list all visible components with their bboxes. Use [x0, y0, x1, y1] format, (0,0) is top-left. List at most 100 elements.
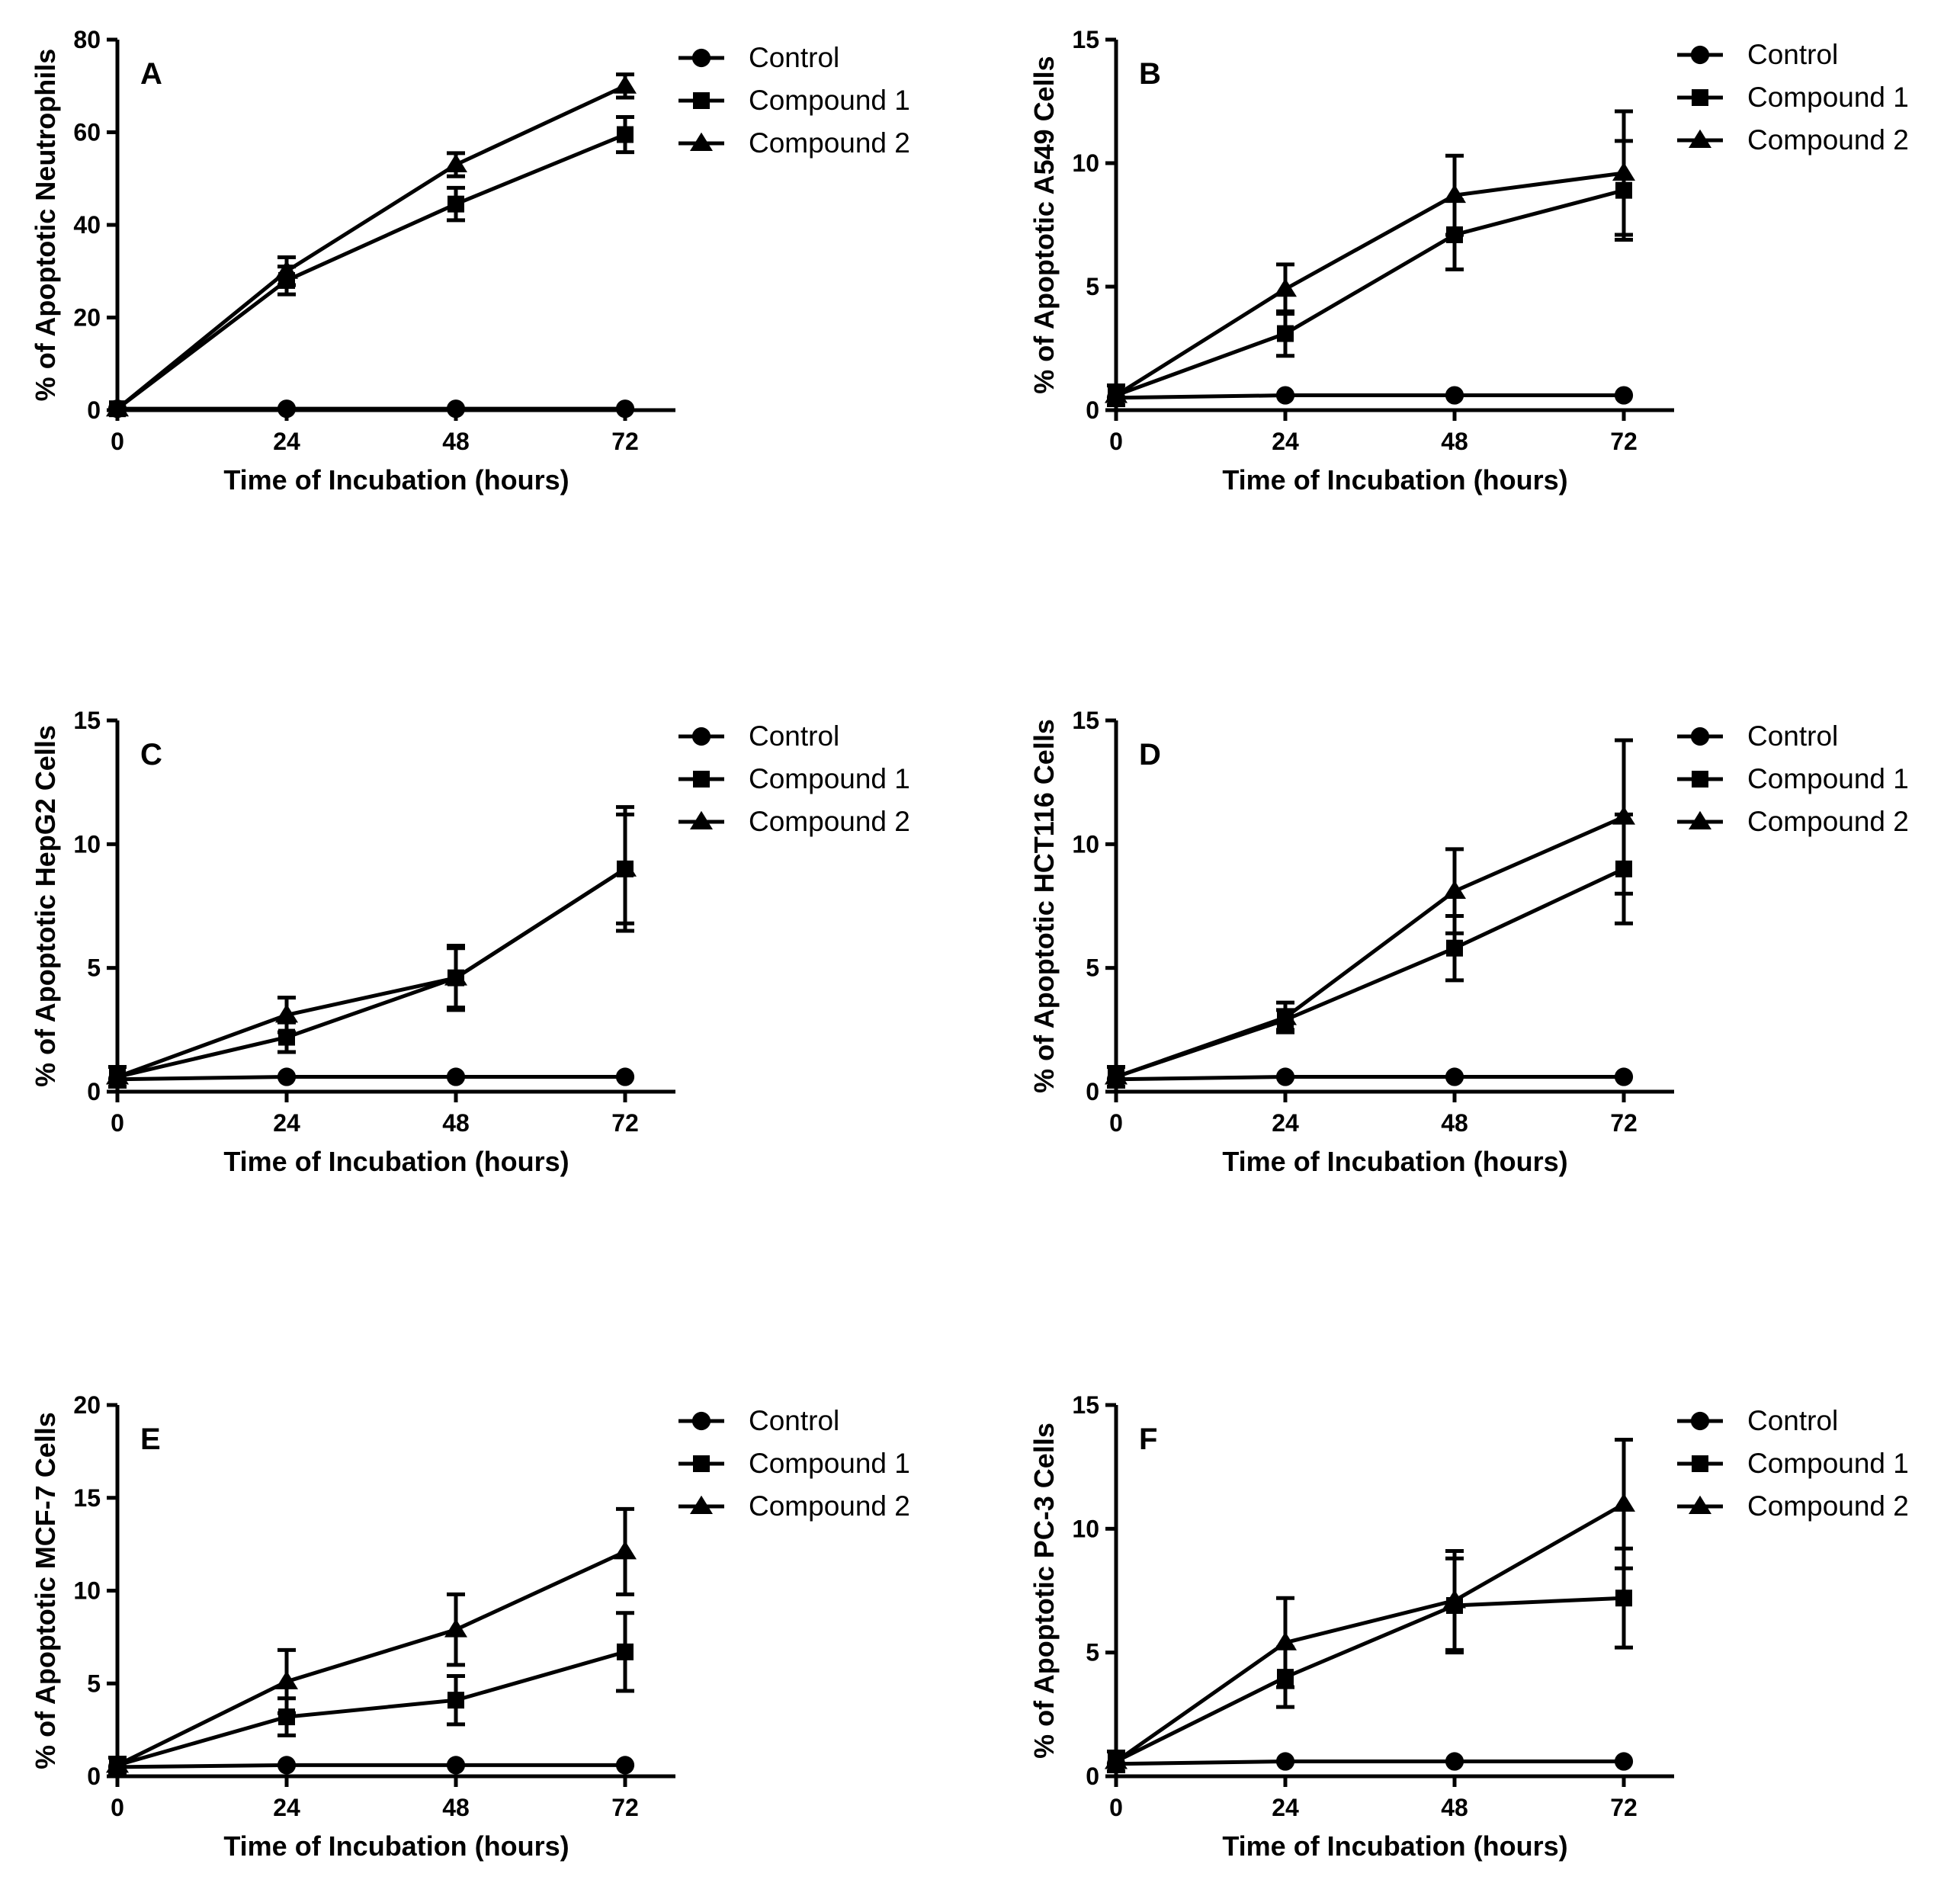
data-point — [277, 1067, 297, 1086]
x-tick-label: 48 — [1441, 428, 1468, 455]
data-point — [1612, 1493, 1636, 1512]
legend: Control Compound 1 Compound 2 — [678, 42, 910, 159]
series-line — [1115, 815, 1625, 1079]
y-tick-label: 80 — [73, 26, 101, 53]
series-control — [107, 1067, 635, 1089]
panel-B: 0 5 10 15 0 24 48 72 Time of Incubation (hours)%… — [1028, 26, 1909, 496]
legend-marker — [693, 92, 710, 109]
series-line — [117, 1763, 625, 1769]
series-line — [117, 867, 627, 1079]
data-point — [1442, 184, 1467, 204]
data-point — [444, 967, 468, 986]
series-compound-1 — [108, 1611, 634, 1775]
data-point — [105, 1066, 130, 1085]
panel-C: 0 5 10 15 0 24 48 72 Time of Incubation (hours)%… — [30, 707, 910, 1177]
data-point — [617, 1643, 634, 1660]
panel-F: 0 5 10 15 0 24 48 72 Time of Incubation (hours)%… — [1028, 1391, 1909, 1862]
y-tick-label: 15 — [1072, 1391, 1099, 1419]
data-point — [446, 399, 466, 419]
legend: Control Compound 1 Compound 2 — [678, 1405, 910, 1522]
y-tick-label: 10 — [1072, 149, 1099, 177]
series-line — [1115, 1075, 1624, 1082]
data-point — [1275, 386, 1295, 405]
legend-marker — [689, 132, 714, 152]
data-point — [1614, 386, 1634, 405]
data-point — [1277, 325, 1294, 342]
y-tick-label: 15 — [73, 1484, 101, 1512]
y-axis-title: % of Apoptotic PC-3 Cells — [1028, 1423, 1060, 1759]
y-tick-label: 15 — [73, 707, 101, 734]
data-point — [274, 1670, 299, 1689]
y-tick-label: 5 — [1086, 1639, 1099, 1666]
series-control — [107, 1756, 635, 1776]
x-tick-label: 72 — [1610, 1109, 1638, 1137]
x-tick-label: 72 — [1610, 428, 1638, 455]
x-tick-label: 48 — [442, 428, 470, 455]
legend-marker — [1690, 45, 1710, 65]
data-point — [1442, 1589, 1467, 1609]
data-point — [1615, 1589, 1632, 1607]
legend-marker — [1688, 129, 1712, 149]
x-axis-title: Time of Incubation (hours) — [223, 1830, 569, 1862]
data-point — [105, 397, 130, 417]
series-line — [117, 1075, 625, 1082]
legend-label: Compound 1 — [1747, 82, 1909, 113]
legend-marker — [693, 771, 710, 788]
data-point — [444, 153, 468, 173]
x-tick-label: 72 — [611, 428, 639, 455]
legend-marker — [1688, 1495, 1712, 1515]
series-line — [1115, 1759, 1624, 1766]
x-tick-label: 72 — [611, 1794, 639, 1821]
legend-marker — [1692, 1455, 1708, 1472]
legend-label: Compound 1 — [1747, 763, 1909, 794]
data-point — [1612, 806, 1636, 825]
y-tick-label: 0 — [87, 1078, 101, 1105]
data-point — [1445, 1067, 1464, 1086]
x-axis-title: Time of Incubation (hours) — [223, 1146, 569, 1177]
y-axis-title: % of Apoptotic HCT116 Cells — [1028, 719, 1060, 1093]
y-tick-label: 10 — [73, 830, 101, 858]
data-point — [447, 195, 464, 213]
data-point — [1442, 880, 1467, 900]
data-point — [1445, 1752, 1464, 1771]
data-point — [446, 1067, 466, 1086]
data-point — [1445, 386, 1464, 405]
y-axis-title: % of Apoptotic Neutrophils — [30, 49, 61, 402]
legend-label: Compound 1 — [1747, 1448, 1909, 1479]
panel-A: 0 20 40 60 80 0 24 48 72 Time of Incubation (hour… — [30, 26, 910, 496]
panel-letter: E — [140, 1423, 161, 1456]
panel-letter: B — [1139, 57, 1161, 91]
panel-letter: D — [1139, 738, 1161, 771]
data-point — [613, 75, 637, 94]
y-tick-label: 0 — [87, 396, 101, 424]
y-tick-label: 10 — [73, 1577, 101, 1605]
legend-label: Compound 2 — [749, 1490, 910, 1522]
legend-label: Compound 2 — [1747, 124, 1909, 156]
panel-letter: C — [140, 738, 162, 771]
legend-marker — [1690, 1411, 1710, 1431]
legend-marker — [691, 1411, 711, 1431]
x-tick-label: 0 — [111, 428, 124, 455]
legend-marker — [693, 1455, 710, 1472]
legend: Control Compound 1 Compound 2 — [1677, 720, 1909, 837]
series-line — [1115, 1596, 1625, 1763]
legend-label: Control — [749, 720, 839, 752]
panel-letter: A — [140, 57, 162, 91]
series-line — [1115, 171, 1625, 397]
data-point — [1614, 1752, 1634, 1771]
x-tick-label: 0 — [111, 1109, 124, 1137]
series-control — [1106, 1067, 1634, 1089]
x-axis-title: Time of Incubation (hours) — [1222, 1146, 1567, 1177]
panel-E: 0 5 10 15 20 0 24 48 72 Time of Incubation (hours… — [30, 1391, 910, 1862]
legend-marker — [691, 48, 711, 68]
data-point — [1275, 1752, 1295, 1771]
x-axis-title: Time of Incubation (hours) — [1222, 464, 1567, 496]
data-point — [615, 1756, 635, 1775]
data-point — [277, 1756, 297, 1775]
x-tick-label: 24 — [1272, 1109, 1299, 1137]
y-tick-label: 10 — [1072, 830, 1099, 858]
legend-marker — [691, 727, 711, 746]
data-point — [615, 1067, 635, 1086]
series-compound-2 — [1104, 738, 1636, 1089]
legend-label: Compound 2 — [749, 127, 910, 159]
